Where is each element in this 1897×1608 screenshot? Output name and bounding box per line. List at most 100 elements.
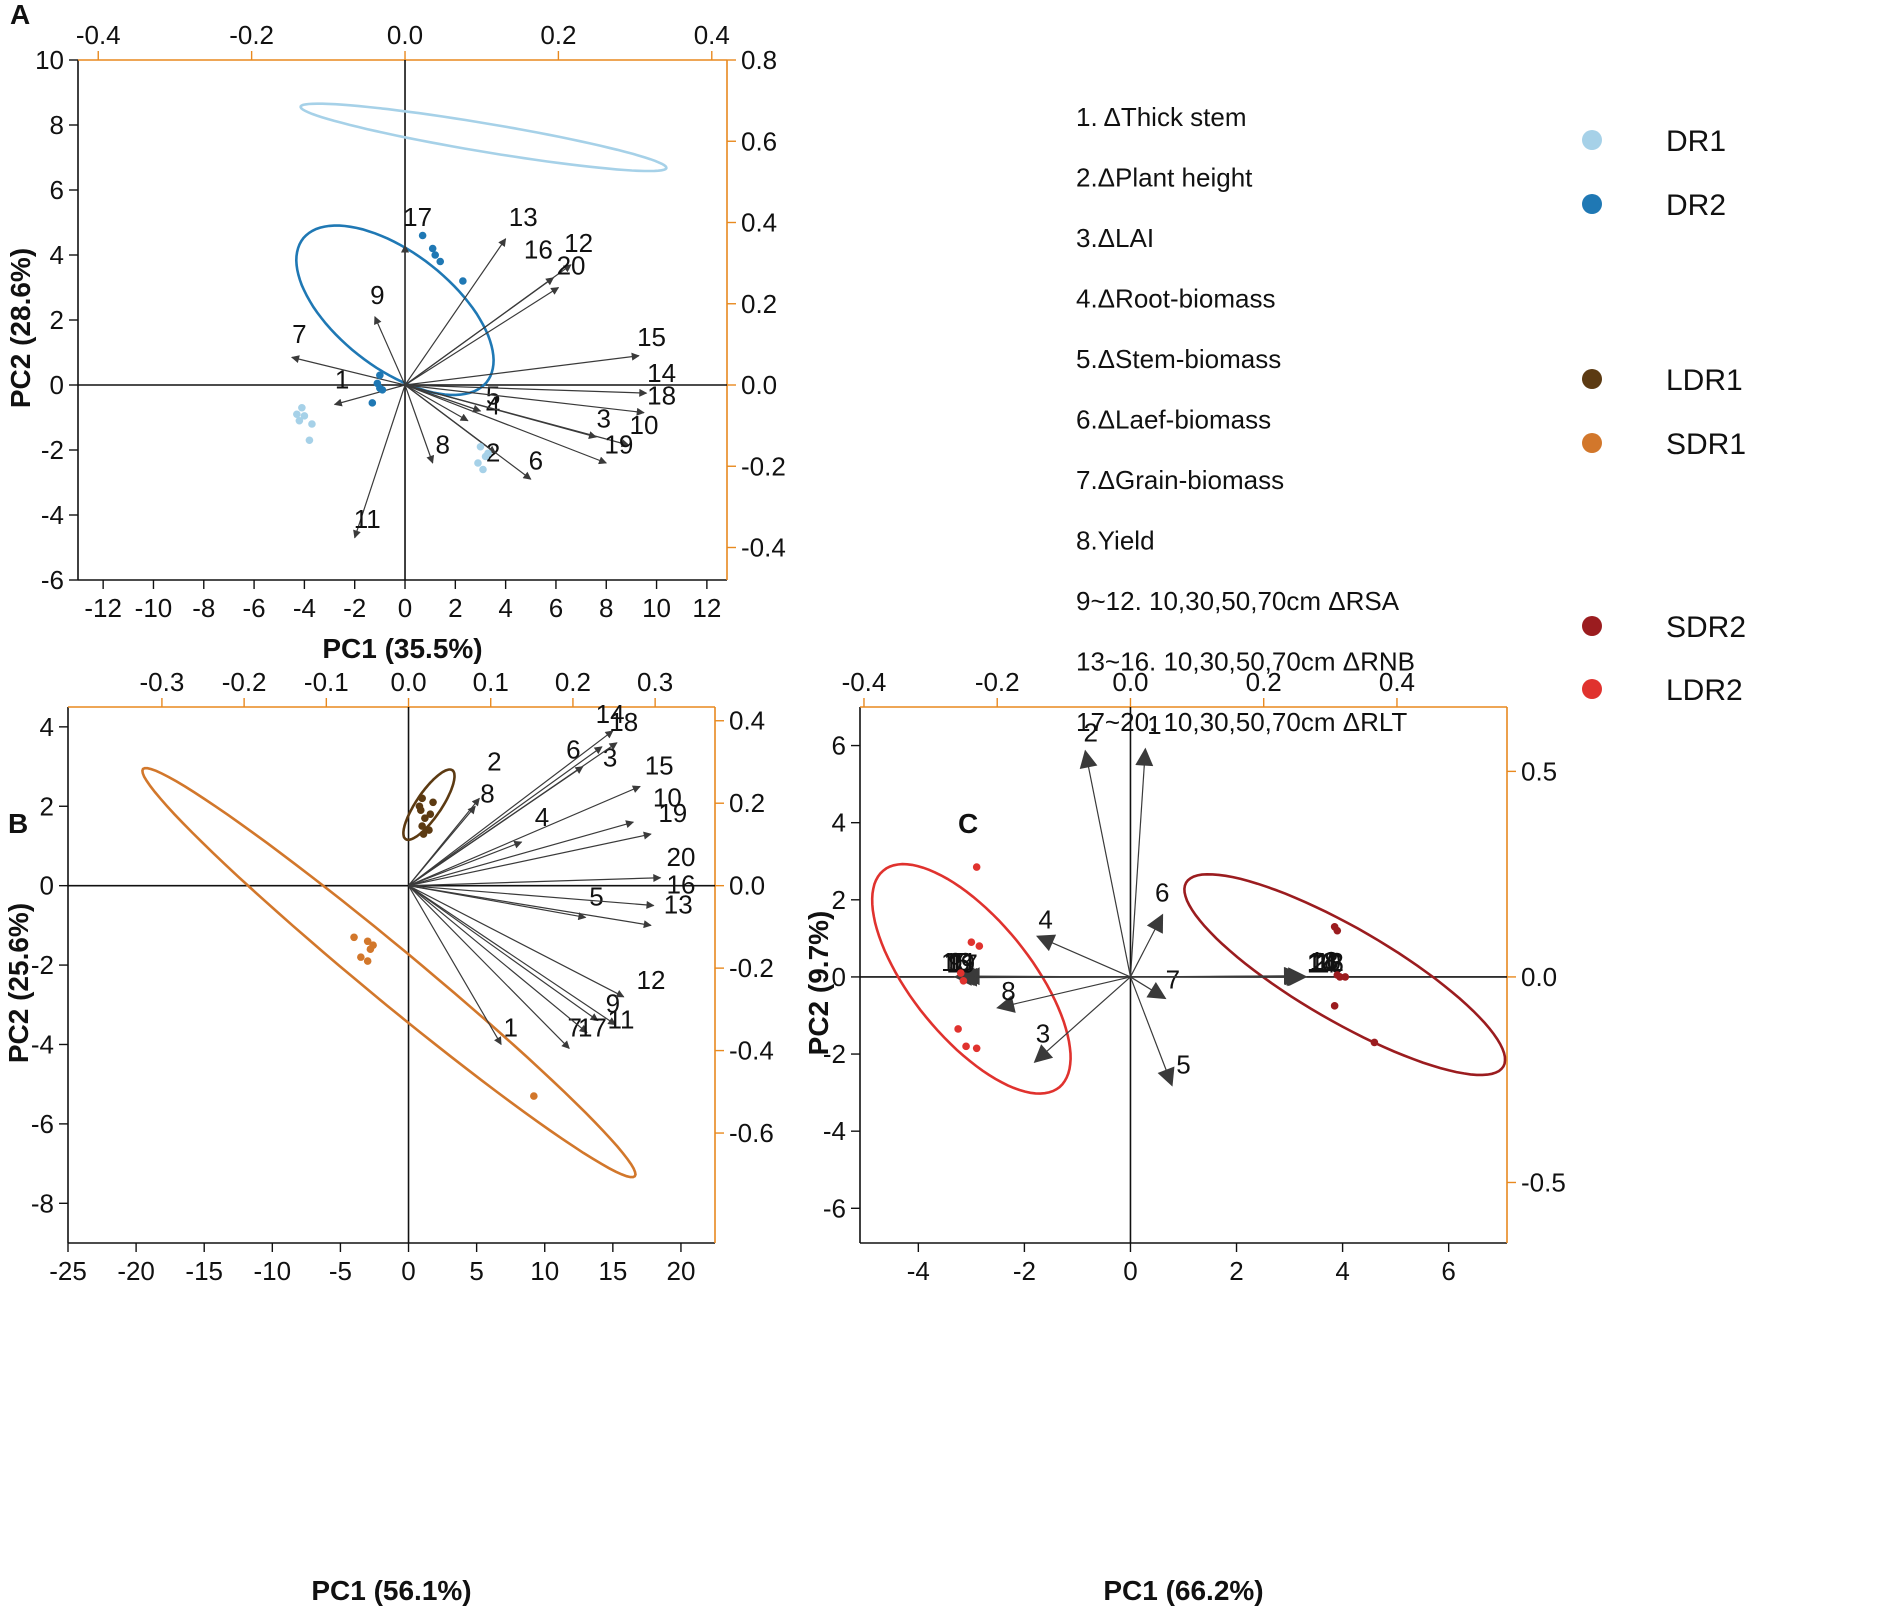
variable-legend-item: 9~12. 10,30,50,70cm ΔRSA bbox=[1076, 586, 1400, 616]
loading-label: 7 bbox=[1166, 964, 1180, 994]
score-point-dr2 bbox=[431, 251, 440, 259]
loading-label: 16 bbox=[666, 870, 695, 900]
right-tick-label: -0.2 bbox=[741, 451, 786, 481]
loading-arrow bbox=[404, 384, 469, 422]
x-tick-label: -12 bbox=[84, 593, 122, 623]
loading-arrow bbox=[291, 355, 406, 386]
x-tick-label: 4 bbox=[1335, 1256, 1349, 1286]
legend-label-sdr2: SDR2 bbox=[1666, 611, 1746, 644]
loading-label: 20 bbox=[666, 842, 695, 872]
y-tick-label: 2 bbox=[832, 885, 846, 915]
y-tick-label: 4 bbox=[40, 712, 54, 742]
x-tick-label: 8 bbox=[599, 593, 613, 623]
loading-arrow bbox=[408, 885, 588, 1034]
loading-arrow bbox=[404, 352, 640, 386]
loading-label: 20 bbox=[557, 251, 586, 281]
score-point-ldr2 bbox=[972, 863, 981, 871]
loading-label: 18 bbox=[1310, 946, 1339, 976]
variable-legend-item: 4.ΔRoot-biomass bbox=[1076, 284, 1275, 314]
x-tick-label: 4 bbox=[498, 593, 512, 623]
legend-label-dr2: DR2 bbox=[1666, 189, 1726, 222]
right-tick-label: 0.0 bbox=[741, 370, 777, 400]
x-tick-label: -2 bbox=[1013, 1256, 1036, 1286]
score-point-sdr1 bbox=[363, 937, 372, 946]
right-tick-label: 0.5 bbox=[1521, 756, 1557, 786]
x-tick-label: 0 bbox=[398, 593, 412, 623]
legend-marker-ldr2 bbox=[1582, 679, 1602, 699]
top-tick-label: -0.4 bbox=[76, 20, 121, 50]
x-tick-label: -20 bbox=[117, 1256, 155, 1286]
loading-label: 11 bbox=[354, 504, 381, 534]
y-tick-label: 0 bbox=[832, 962, 846, 992]
x-tick-label: 10 bbox=[530, 1256, 559, 1286]
x-tick-label: -10 bbox=[135, 593, 173, 623]
x-tick-label: 2 bbox=[1229, 1256, 1243, 1286]
loading-label: 2 bbox=[1083, 718, 1097, 748]
y-tick-label: -8 bbox=[31, 1188, 54, 1218]
score-point-sdr1 bbox=[357, 953, 365, 961]
loading-arrow bbox=[1130, 967, 1304, 986]
loading-label: 19 bbox=[604, 429, 633, 459]
x-axis-title: PC1 (35.5%) bbox=[322, 633, 482, 664]
right-tick-label: -0.4 bbox=[729, 1036, 774, 1066]
variable-legend-item: 2.ΔPlant height bbox=[1076, 163, 1253, 193]
panel-c: -4 -2 0 2 4 6 -6 -4 -2 0 2 4 6 -0.4 -0.2 0.0 0.2 0.4 -0.5 0… bbox=[803, 667, 1566, 1606]
loading-arrow bbox=[404, 384, 608, 465]
loading-arrow bbox=[408, 742, 618, 887]
score-point-ldr2 bbox=[956, 969, 965, 977]
score-point-dr1 bbox=[484, 449, 492, 458]
score-point-ldr1 bbox=[421, 814, 429, 822]
x-tick-label: 5 bbox=[469, 1256, 483, 1286]
score-point-ldr1 bbox=[419, 830, 428, 838]
loading-arrow bbox=[404, 384, 435, 464]
loading-label: 1 bbox=[503, 1013, 517, 1043]
top-tick-label: 0.2 bbox=[555, 667, 591, 697]
score-point-sdr2 bbox=[1341, 973, 1350, 981]
y-tick-label: -4 bbox=[823, 1116, 846, 1146]
score-point-ldr2 bbox=[954, 1025, 962, 1033]
loading-label: 3 bbox=[597, 403, 611, 433]
loading-arrow bbox=[1036, 934, 1131, 978]
variable-legend-item: 6.ΔLaef-biomass bbox=[1076, 405, 1271, 435]
x-tick-label: -8 bbox=[192, 593, 215, 623]
loading-label: 11 bbox=[608, 1005, 635, 1035]
loading-label: 4 bbox=[535, 802, 549, 832]
loading-arrow bbox=[1129, 747, 1154, 977]
y-tick-label: 10 bbox=[35, 45, 64, 75]
y-tick-label: -6 bbox=[31, 1109, 54, 1139]
score-point-ldr1 bbox=[426, 810, 435, 818]
loading-label: 18 bbox=[647, 381, 676, 411]
loading-label: 14 bbox=[647, 358, 676, 388]
score-point-dr1 bbox=[298, 403, 306, 412]
legend-marker-sdr1 bbox=[1582, 433, 1602, 453]
loading-arrow bbox=[404, 384, 645, 416]
y-tick-label: -4 bbox=[31, 1029, 54, 1059]
loading-arrow bbox=[404, 286, 560, 386]
x-tick-label: 10 bbox=[642, 593, 671, 623]
score-point-dr2 bbox=[428, 244, 437, 253]
loading-label: 15 bbox=[645, 750, 674, 780]
loading-label: 8 bbox=[436, 429, 450, 459]
legend-marker-dr2 bbox=[1582, 194, 1602, 214]
score-point-sdr1 bbox=[369, 941, 377, 950]
right-tick-label: -0.4 bbox=[741, 533, 786, 563]
loading-arrow bbox=[408, 885, 617, 1026]
loading-arrow bbox=[996, 976, 1131, 1013]
loading-label: 2 bbox=[487, 747, 501, 777]
loading-arrow bbox=[408, 885, 655, 909]
loading-arrow bbox=[408, 730, 614, 887]
x-tick-label: 12 bbox=[692, 593, 721, 623]
legend-marker-ldr1 bbox=[1582, 369, 1602, 389]
score-point-ldr2 bbox=[975, 942, 984, 950]
score-point-dr2 bbox=[368, 399, 377, 407]
x-tick-label: 0 bbox=[1123, 1256, 1137, 1286]
variable-legend-item: 17~20. 10,30,50,70cm ΔRLT bbox=[1076, 707, 1407, 737]
variable-legend-item: 13~16. 10,30,50,70cm ΔRNB bbox=[1076, 647, 1415, 677]
x-axis-title: PC1 (56.1%) bbox=[311, 1575, 471, 1606]
panel-a: -12 -10 -8 -6 -4 -2 0 2 4 6 8 10 12-6-4-20246810-0.4… bbox=[5, 20, 786, 664]
score-point-dr2 bbox=[418, 231, 427, 240]
loading-arrow bbox=[374, 316, 406, 386]
y-tick-label: -6 bbox=[41, 565, 64, 595]
loading-arrow bbox=[404, 384, 532, 480]
